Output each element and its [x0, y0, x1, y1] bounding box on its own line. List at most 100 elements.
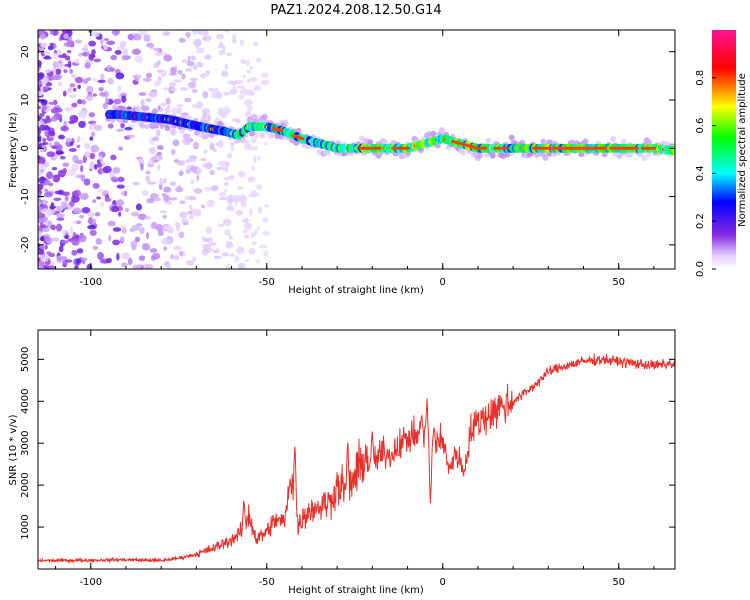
noise-cell — [96, 163, 103, 168]
noise-cell — [200, 158, 207, 162]
noise-cell — [46, 171, 53, 180]
noise-cell — [88, 125, 94, 131]
noise-cell — [75, 39, 83, 44]
noise-cell — [181, 73, 186, 80]
noise-cell — [76, 135, 81, 143]
noise-cell — [229, 80, 238, 86]
noise-cell — [148, 90, 158, 98]
noise-cell — [134, 236, 141, 243]
noise-cell — [223, 188, 228, 193]
noise-cell — [126, 134, 136, 138]
noise-cell — [247, 78, 251, 84]
noise-cell — [178, 231, 185, 239]
noise-cell — [133, 33, 142, 41]
colorbar-label: Normalized spectral amplitude — [737, 73, 748, 227]
noise-cell — [63, 42, 73, 47]
noise-cell — [124, 207, 130, 213]
noise-cell — [212, 148, 218, 152]
noise-cell — [157, 146, 164, 150]
halo-cell — [382, 139, 389, 146]
noise-cell — [91, 31, 100, 38]
snr-panel: -100 -50 0 50 1000 2000 3000 4000 5000 Height o… — [8, 329, 676, 596]
noise-cell — [57, 134, 66, 140]
noise-cell — [120, 236, 125, 243]
noise-cell — [44, 117, 52, 124]
noise-cell — [226, 152, 233, 159]
noise-cell — [157, 164, 161, 171]
noise-cell — [182, 137, 192, 146]
noise-cell — [247, 143, 252, 150]
noise-cell — [131, 211, 139, 217]
noise-cell — [38, 142, 42, 149]
noise-cell — [180, 86, 188, 91]
noise-cell — [189, 165, 197, 172]
noise-cell — [71, 195, 80, 203]
noise-cell — [38, 247, 44, 255]
noise-cell — [206, 199, 215, 208]
noise-cell — [140, 163, 144, 171]
noise-cell — [44, 235, 51, 242]
noise-cell — [187, 195, 197, 201]
snr-line — [38, 353, 675, 565]
noise-cell — [224, 63, 229, 70]
halo-cell — [426, 130, 433, 137]
noise-cell — [56, 217, 65, 221]
noise-cell — [84, 151, 91, 158]
noise-cell — [246, 70, 252, 74]
noise-cell — [169, 181, 177, 187]
noise-cell — [163, 87, 169, 91]
noise-cell — [218, 191, 227, 197]
noise-cell — [39, 124, 47, 131]
halo-cell — [134, 105, 141, 112]
halo-cell — [367, 139, 374, 146]
noise-cell — [157, 76, 162, 82]
noise-cell — [162, 31, 171, 36]
noise-cell — [80, 174, 86, 182]
noise-cell — [183, 97, 192, 103]
noise-cell — [72, 220, 78, 224]
noise-cell — [46, 151, 56, 158]
noise-cell — [138, 255, 146, 261]
noise-cell — [97, 79, 106, 84]
x-tick-label: 0 — [440, 577, 446, 588]
noise-cell — [87, 224, 96, 230]
halo-cell — [251, 113, 258, 120]
noise-cell — [195, 101, 204, 110]
noise-cell — [221, 252, 230, 257]
noise-cell — [217, 43, 223, 49]
noise-cell — [41, 104, 47, 111]
noise-cell — [252, 41, 259, 46]
noise-cell — [63, 33, 69, 39]
noise-cell — [113, 98, 122, 105]
noise-cell — [169, 128, 177, 136]
noise-cell — [208, 236, 213, 244]
noise-cell — [232, 85, 237, 91]
noise-cell — [129, 228, 136, 232]
noise-cell — [112, 227, 122, 232]
noise-cell — [59, 117, 63, 123]
noise-cell — [204, 162, 213, 170]
snr-y-label: SNR (10 * v/v) — [8, 414, 19, 485]
noise-cell — [204, 54, 212, 60]
noise-cell — [100, 37, 104, 46]
noise-cell — [172, 139, 180, 147]
noise-cell — [76, 144, 81, 149]
noise-cell — [54, 68, 62, 75]
halo-cell — [610, 136, 617, 143]
noise-cell — [209, 169, 215, 176]
noise-cell — [257, 155, 261, 162]
noise-cell — [185, 260, 195, 266]
noise-cell — [180, 218, 189, 223]
noise-cell — [256, 57, 262, 63]
halo-cell — [641, 155, 648, 162]
noise-cell — [196, 174, 200, 182]
noise-cell — [257, 206, 263, 214]
noise-cell — [99, 91, 107, 97]
noise-cell — [38, 191, 42, 198]
halo-cell — [198, 131, 205, 138]
noise-cell — [44, 244, 48, 250]
noise-cell — [153, 153, 163, 162]
y-tick-label: -20 — [20, 237, 31, 253]
colorbar-ticks: 0.0 0.2 0.4 0.6 0.8 — [695, 70, 716, 277]
spectrogram-frame — [37, 29, 676, 270]
